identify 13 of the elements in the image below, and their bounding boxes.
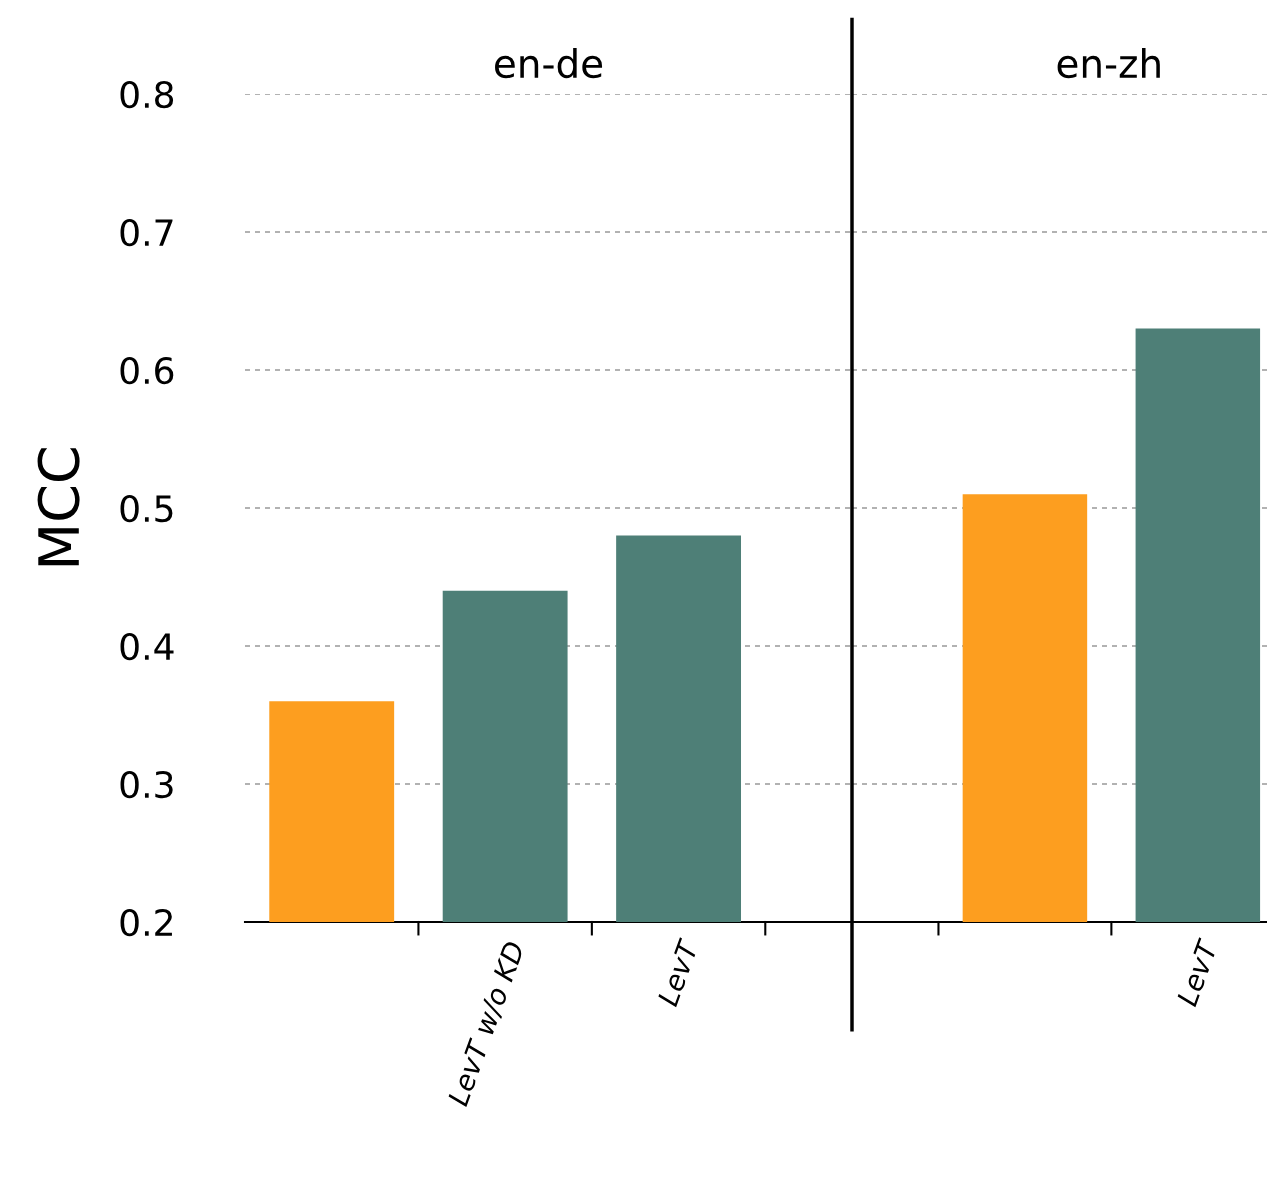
x-tick-label: LevT w/o KD [447, 940, 527, 1108]
y-tick-label: 0.7 [120, 218, 173, 247]
y-tick-label: 0.5 [120, 494, 173, 523]
y-tick-label: 0.2 [120, 908, 172, 937]
text: en-de [495, 48, 603, 79]
y-tick-label: 0.4 [120, 632, 174, 661]
x-tick-label: LevT [657, 937, 700, 1008]
x-tick-label: LevT [1176, 937, 1219, 1008]
text: en-zh [1057, 48, 1160, 79]
y-axis-title: MCC [37, 448, 80, 566]
y-tick-label: 0.3 [120, 770, 173, 799]
y-tick-label: 0.6 [120, 356, 174, 385]
y-tick-label: 0.8 [120, 80, 174, 109]
